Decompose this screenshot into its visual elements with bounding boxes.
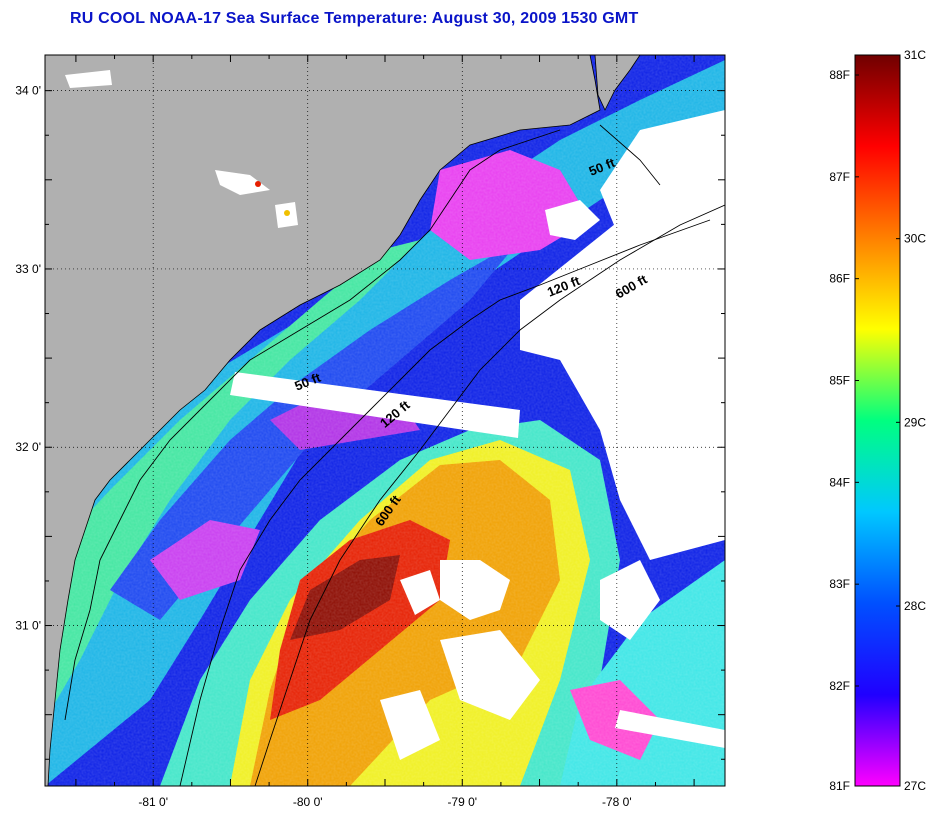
isobath-120ft xyxy=(179,219,711,786)
lon-tick-label: -78 0' xyxy=(602,795,632,809)
lon-tick-label: -80 0' xyxy=(293,795,323,809)
colorbar-f-label: 86F xyxy=(829,272,850,286)
cloud-southeast-streak xyxy=(615,710,725,748)
cloud-north-small xyxy=(545,200,600,240)
colorbar-f-label: 84F xyxy=(829,475,850,489)
colorbar-f-label: 87F xyxy=(829,170,850,184)
inland-lakes xyxy=(65,70,298,228)
colorbar-c-label: 28C xyxy=(904,599,926,613)
colorbar-f-label: 82F xyxy=(829,679,850,693)
isobath-600ft xyxy=(254,204,725,786)
graticule xyxy=(45,55,725,786)
cloud-south xyxy=(440,630,540,720)
axis-ticks: -81 0' -80 0' -79 0' -78 0' 34 0' 33 0' 32 0' 3… xyxy=(15,55,725,809)
cloud-southwest xyxy=(380,690,440,760)
land-mainland xyxy=(45,55,601,786)
cloud-east-large xyxy=(520,210,725,560)
colorbar-c-label: 30C xyxy=(904,232,926,246)
lake-2 xyxy=(215,170,270,195)
cloud-mid-east xyxy=(600,560,660,640)
lat-tick-label: 33 0' xyxy=(15,262,41,276)
lake-1 xyxy=(65,70,112,88)
isobath-lines xyxy=(64,124,725,786)
cloud-gulfstream-2 xyxy=(400,570,440,615)
colorbar-f-label: 81F xyxy=(829,779,850,793)
cloud-cover xyxy=(230,110,725,760)
cloud-gulfstream xyxy=(440,560,510,620)
lat-tick-label: 31 0' xyxy=(15,619,41,633)
colorbar-c-label: 29C xyxy=(904,415,926,429)
colorbar-c-label: 27C xyxy=(904,779,926,793)
lat-tick-label: 34 0' xyxy=(15,84,41,98)
land-northeast xyxy=(594,55,641,111)
lon-tick-label: -81 0' xyxy=(138,795,168,809)
colorbar-f-label: 88F xyxy=(829,68,850,82)
map-area xyxy=(45,55,725,786)
isobath-50ft xyxy=(64,124,661,721)
chart-title: RU COOL NOAA-17 Sea Surface Temperature:… xyxy=(70,10,639,27)
lat-tick-label: 32 0' xyxy=(15,440,41,454)
lake-hot-spot xyxy=(255,181,261,187)
colorbar-c-label: 31C xyxy=(904,48,926,62)
colorbar xyxy=(854,54,901,787)
colorbar-fahrenheit-labels: 88F 87F 86F 85F 84F 83F 82F 81F xyxy=(829,68,859,793)
colorbar-celsius-labels: 31C 30C 29C 28C 27C xyxy=(896,48,926,793)
colorbar-f-label: 85F xyxy=(829,374,850,388)
lon-tick-label: -79 0' xyxy=(447,795,477,809)
lake-warm-spot xyxy=(284,210,290,216)
colorbar-f-label: 83F xyxy=(829,577,850,591)
